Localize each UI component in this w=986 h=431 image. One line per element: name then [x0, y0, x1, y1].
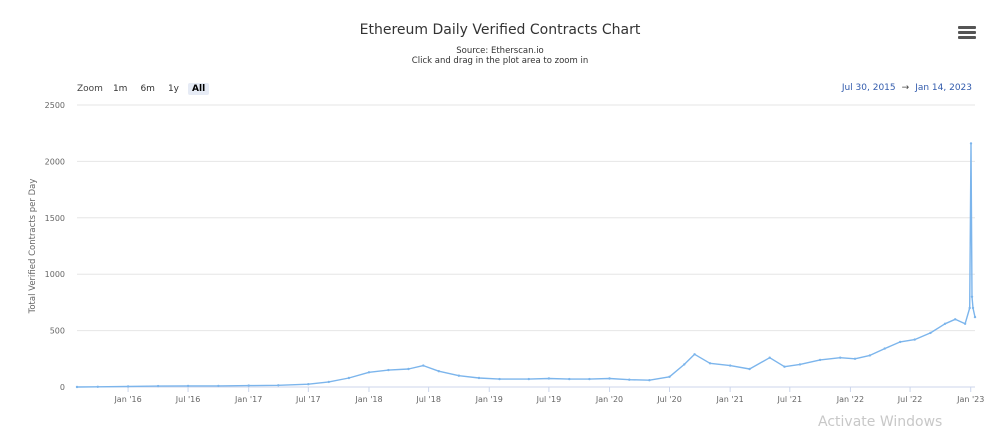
data-point [608, 377, 611, 380]
x-tick-label: Jan '20 [595, 395, 623, 404]
data-point [969, 142, 973, 145]
data-point [628, 378, 631, 381]
data-point [347, 376, 351, 380]
chart-zoom-hint: Click and drag in the plot area to zoom … [411, 56, 589, 66]
data-point [748, 367, 751, 371]
data-point [768, 356, 771, 359]
x-tick-label: Jan '18 [354, 395, 382, 404]
data-point [929, 331, 932, 335]
x-tick-label: Jul '20 [656, 395, 682, 404]
date-range: Jul 30, 2015 → Jan 14, 2023 [842, 83, 972, 93]
chart-title: Ethereum Daily Verified Contracts Chart [359, 22, 641, 38]
y-tick-label: 1000 [45, 270, 65, 279]
data-point [96, 385, 100, 388]
data-point [75, 385, 79, 389]
x-tick-label: Jul '16 [175, 395, 201, 404]
data-point [913, 338, 916, 341]
data-point [963, 322, 967, 325]
data-point [498, 377, 501, 381]
data-point [186, 384, 190, 388]
data-point [693, 353, 696, 356]
y-tick-label: 500 [50, 327, 65, 336]
data-point [126, 385, 130, 388]
data-point [247, 384, 250, 387]
data-point [422, 364, 425, 367]
data-point [277, 384, 280, 387]
data-point [527, 377, 530, 381]
y-tick-label: 2000 [45, 157, 65, 166]
data-point [943, 322, 947, 325]
zoom-selector: Zoom 1m 6m 1y All [77, 82, 214, 96]
zoom-1m-button[interactable]: 1m [112, 84, 128, 94]
x-tick-label: Jan '16 [113, 395, 141, 404]
data-point [853, 357, 857, 360]
x-tick-label: Jan '17 [234, 395, 262, 404]
data-point [818, 358, 822, 362]
data-point [970, 295, 974, 298]
data-point [708, 362, 712, 365]
x-tick-label: Jul '22 [897, 395, 923, 404]
data-point [868, 354, 872, 357]
x-tick-label: Jan '23 [956, 395, 984, 404]
data-point [437, 370, 440, 373]
data-point [407, 367, 410, 371]
range-arrow-icon: → [901, 83, 910, 93]
series-line [76, 142, 976, 388]
data-point [883, 347, 886, 350]
data-point [683, 363, 686, 366]
x-tick-label: Jul '17 [295, 395, 321, 404]
data-point [648, 379, 651, 382]
y-tick-label: 2500 [45, 101, 65, 110]
data-point [668, 375, 671, 378]
data-point [156, 384, 160, 388]
data-point [477, 376, 481, 380]
x-tick-label: Jan '21 [716, 395, 744, 404]
zoom-all-button[interactable]: All [188, 83, 210, 95]
x-tick-label: Jul '21 [777, 395, 803, 404]
x-tick-label: Jan '22 [836, 395, 864, 404]
range-from[interactable]: Jul 30, 2015 [841, 83, 896, 93]
data-point [457, 374, 461, 377]
data-point [971, 306, 975, 310]
data-point [327, 380, 330, 384]
data-point [899, 340, 902, 344]
data-point [367, 371, 371, 374]
hamburger-menu-icon[interactable] [958, 26, 976, 40]
y-axis-title: Total Verified Contracts per Day [28, 179, 38, 315]
zoom-1y-button[interactable]: 1y [167, 84, 180, 94]
y-tick-label: 1500 [45, 214, 65, 223]
data-point [387, 368, 390, 372]
zoom-label: Zoom [77, 84, 103, 94]
data-point [954, 318, 957, 321]
data-point [547, 377, 551, 380]
data-point [217, 384, 220, 388]
range-to[interactable]: Jan 14, 2023 [915, 83, 972, 93]
data-point [783, 365, 786, 368]
y-tick-label: 0 [60, 383, 65, 392]
data-point [568, 377, 571, 381]
data-point [839, 356, 842, 359]
data-point [307, 383, 310, 386]
data-point [798, 363, 802, 366]
zoom-6m-button[interactable]: 6m [140, 84, 155, 94]
data-point [968, 306, 971, 310]
x-tick-label: Jul '18 [415, 395, 441, 404]
chart-source: Source: Etherscan.io [456, 46, 544, 56]
x-tick-label: Jul '19 [536, 395, 562, 404]
data-point [588, 377, 591, 381]
activate-windows-watermark: Activate Windows [818, 414, 943, 430]
x-tick-label: Jan '19 [475, 395, 503, 404]
data-point [973, 315, 977, 319]
data-point [729, 364, 732, 367]
